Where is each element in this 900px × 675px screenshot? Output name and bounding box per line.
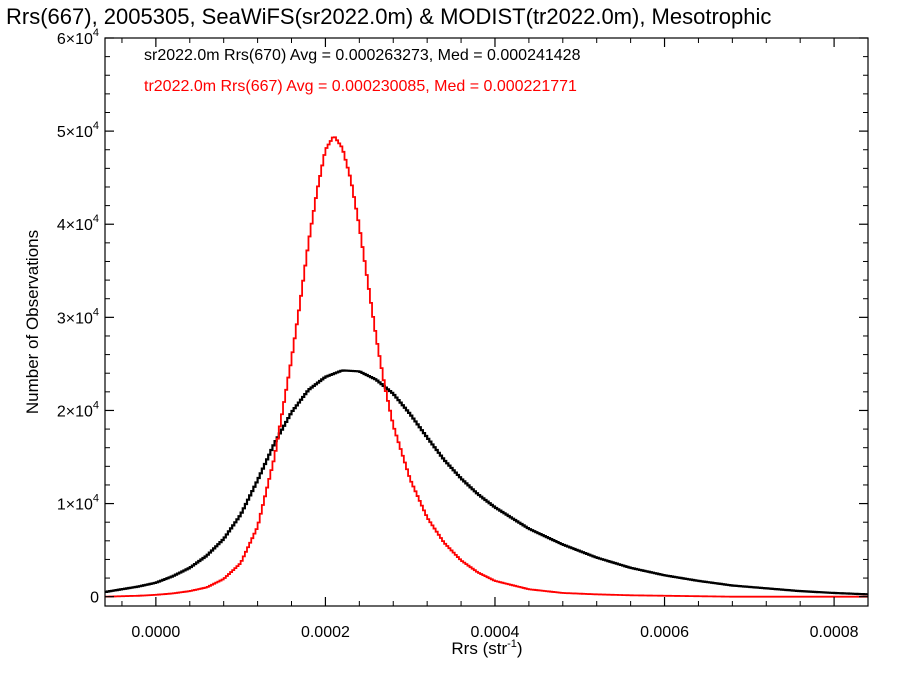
legend-entry-sr2022: sr2022.0m Rrs(670) Avg = 0.000263273, Me…: [144, 47, 581, 64]
y-tick-label: 6×104: [57, 27, 99, 48]
y-tick-label: 0: [90, 590, 99, 607]
x-axis-label-superscript: -1: [507, 638, 517, 650]
y-tick-label-base: 0: [90, 590, 99, 607]
x-axis-label: Rrs (str-1): [451, 638, 522, 658]
y-tick-label: 2×104: [57, 399, 99, 420]
legend-entry-tr2022: tr2022.0m Rrs(667) Avg = 0.000230085, Me…: [144, 78, 577, 95]
plot-frame: [104, 37, 869, 607]
x-tick-label: 0.0000: [131, 624, 180, 641]
y-tick-label-exponent: 4: [93, 213, 99, 225]
series-line-sr2022: [105, 369, 868, 596]
y-tick-label: 1×104: [57, 493, 99, 514]
y-tick-label-base: 5×10: [57, 124, 93, 141]
y-tick-label-base: 2×10: [57, 403, 93, 420]
x-tick-label: 0.0008: [810, 624, 859, 641]
y-tick-label-base: 4×10: [57, 217, 93, 234]
legend: sr2022.0m Rrs(670) Avg = 0.000263273, Me…: [144, 47, 581, 95]
y-tick-label-exponent: 4: [93, 120, 99, 132]
y-axis-label: Number of Observations: [23, 230, 42, 414]
x-axis: 0.0000 0.0002 0.0004 0.0006 0.0008: [121, 38, 859, 641]
y-tick-label: 5×104: [57, 120, 99, 141]
x-axis-label-text: Rrs (str: [451, 639, 507, 658]
y-tick-label: 3×104: [57, 306, 99, 327]
series-layer: [105, 136, 868, 598]
y-tick-label-exponent: 4: [93, 399, 99, 411]
y-tick-label-exponent: 4: [93, 306, 99, 318]
y-tick-label-exponent: 4: [93, 493, 99, 505]
x-tick-label: 0.0002: [301, 624, 350, 641]
y-tick-label-base: 1×10: [57, 497, 93, 514]
x-tick-label: 0.0006: [640, 624, 689, 641]
y-tick-label: 4×104: [57, 213, 99, 234]
y-tick-label-base: 3×10: [57, 310, 93, 327]
series-line-tr2022: [105, 136, 868, 598]
chart-title: Rrs(667), 2005305, SeaWiFS(sr2022.0m) & …: [6, 4, 771, 29]
x-axis-label-close: ): [517, 639, 523, 658]
y-tick-label-base: 6×10: [57, 31, 93, 48]
y-tick-label-exponent: 4: [93, 27, 99, 39]
x-tick-label: 0.0004: [471, 624, 520, 641]
